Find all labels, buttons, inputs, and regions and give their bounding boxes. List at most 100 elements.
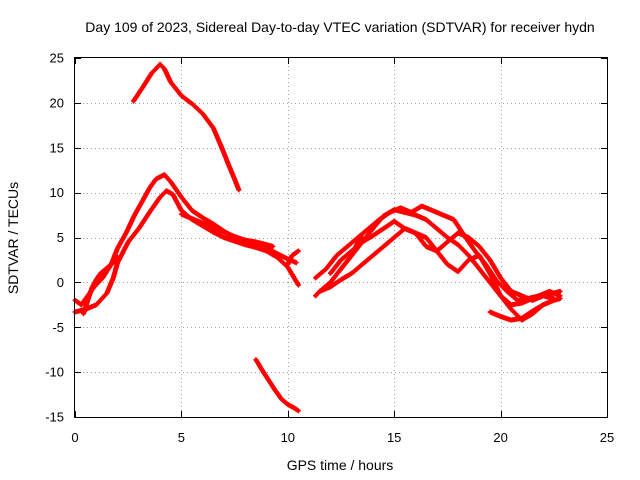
data-point (381, 226, 386, 231)
data-point (499, 294, 503, 298)
series-track-13 (285, 248, 301, 267)
data-point (413, 231, 418, 235)
data-point (169, 80, 173, 84)
data-point (558, 289, 562, 293)
data-point (541, 294, 545, 298)
data-point (467, 253, 471, 258)
data-point (558, 296, 562, 301)
data-point (137, 226, 141, 231)
data-point (520, 294, 524, 298)
y-tick-label: -5 (52, 320, 64, 335)
data-point (190, 208, 194, 213)
data-point (179, 195, 183, 199)
data-point (271, 244, 275, 249)
data-point (79, 303, 83, 307)
data-point (158, 195, 162, 199)
series-track-12 (338, 235, 365, 272)
data-point (220, 146, 224, 150)
x-tick-label: 25 (600, 430, 614, 445)
data-point (313, 294, 318, 298)
data-point (392, 219, 396, 223)
data-point (179, 94, 183, 98)
data-point (264, 246, 269, 250)
data-point (279, 397, 284, 401)
data-point (126, 240, 130, 244)
data-point (94, 303, 98, 307)
data-point (381, 244, 386, 249)
data-point (473, 249, 477, 253)
data-point (356, 240, 360, 244)
data-point (286, 265, 290, 269)
data-point (488, 310, 492, 314)
data-point (81, 312, 86, 316)
data-point (243, 238, 247, 242)
data-point (509, 318, 513, 322)
y-tick-label: -10 (45, 365, 64, 380)
data-point (445, 240, 449, 244)
data-point (90, 286, 94, 290)
data-point (430, 208, 435, 213)
data-point (141, 85, 145, 89)
data-point (456, 231, 460, 235)
data-point (171, 192, 175, 197)
data-point (273, 388, 277, 392)
y-tick-label: 10 (50, 185, 64, 200)
data-point (477, 253, 481, 258)
data-point (237, 188, 241, 192)
data-point (169, 180, 173, 184)
data-point (409, 210, 413, 214)
data-point (233, 235, 237, 239)
data-point (435, 226, 439, 231)
data-point (286, 262, 290, 267)
data-point (424, 217, 428, 222)
data-point (360, 262, 364, 267)
data-point (294, 261, 298, 265)
x-axis-label: GPS time / hours (287, 457, 394, 473)
data-point (541, 303, 545, 307)
data-point (211, 126, 215, 130)
data-point (115, 255, 120, 259)
y-tick-label: -15 (45, 410, 64, 425)
data-point (150, 71, 154, 75)
data-point (147, 186, 152, 190)
data-point (158, 62, 162, 66)
data-point (86, 298, 90, 302)
data-point (296, 409, 301, 413)
data-point (267, 378, 271, 382)
data-point (111, 276, 115, 280)
data-point (467, 235, 471, 240)
data-point (254, 357, 258, 362)
data-point (371, 234, 375, 238)
data-point (350, 271, 354, 275)
series-track-11 (487, 296, 563, 323)
x-tick-label: 0 (71, 430, 78, 445)
data-point (424, 244, 428, 249)
data-point (371, 253, 375, 258)
y-tick-label: 15 (50, 140, 64, 155)
data-point (233, 177, 237, 181)
data-point (403, 226, 407, 231)
data-point (488, 280, 492, 284)
data-point (105, 266, 109, 270)
data-point (424, 235, 428, 240)
data-point (552, 298, 556, 302)
data-point (201, 221, 205, 225)
data-point (367, 226, 371, 231)
x-tick-label: 20 (493, 430, 507, 445)
data-point (398, 206, 403, 210)
data-point (509, 307, 513, 311)
data-point (509, 289, 513, 293)
data-point (477, 244, 481, 249)
series-track-5 (178, 211, 276, 249)
data-point (179, 212, 183, 216)
data-point (324, 267, 328, 271)
data-point (131, 99, 136, 103)
x-tick-label: 10 (281, 430, 295, 445)
data-point (435, 249, 439, 253)
data-point (211, 226, 215, 230)
data-point (201, 112, 205, 116)
y-tick-label: 20 (50, 95, 64, 110)
data-point (377, 217, 381, 222)
